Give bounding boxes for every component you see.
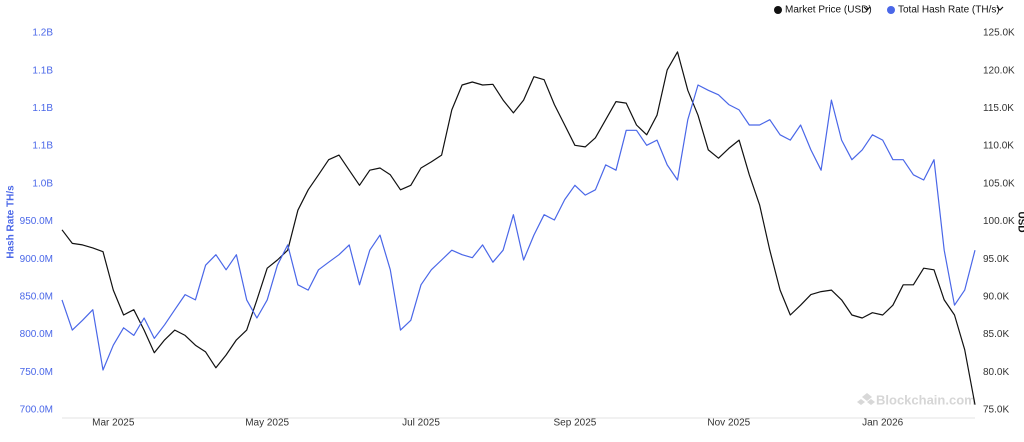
y-tick-label: 750.0M — [20, 367, 53, 378]
y-tick-label: 700.0M — [20, 405, 53, 416]
legend-chevron — [996, 6, 1004, 11]
x-tick-label: Nov 2025 — [707, 418, 750, 429]
y-tick-label: 1.1B — [32, 103, 53, 114]
legend-swatch — [887, 6, 895, 14]
y2-tick-label: 125.0K — [983, 28, 1015, 39]
series-line — [61, 84, 976, 371]
y-tick-label: 850.0M — [20, 292, 53, 303]
x-tick-label: Sep 2025 — [554, 418, 597, 429]
legend: Market Price (USD) Total Hash Rate (TH/s… — [774, 5, 1004, 16]
y2-tick-label: 95.0K — [983, 254, 1009, 265]
y2-tick-label: 115.0K — [983, 103, 1014, 114]
series-line — [61, 51, 976, 405]
legend-chevron — [863, 6, 871, 11]
y2-tick-label: 85.0K — [983, 329, 1009, 340]
x-tick-label: Jul 2025 — [402, 418, 440, 429]
y2-tick-label: 110.0K — [983, 141, 1014, 152]
y-tick-label: 1.2B — [32, 28, 53, 39]
legend-label: Market Price (USD) — [785, 5, 872, 16]
y-tick-label: 800.0M — [20, 329, 53, 340]
y-tick-label: 900.0M — [20, 254, 53, 265]
x-tick-label: Mar 2025 — [92, 418, 135, 429]
watermark-logo — [857, 393, 875, 405]
y2-tick-label: 100.0K — [983, 216, 1015, 227]
x-tick-label: May 2025 — [245, 418, 289, 429]
y-axis-label: Hash Rate TH/s — [6, 185, 17, 259]
legend-swatch — [774, 6, 782, 14]
y2-tick-label: 105.0K — [983, 178, 1015, 189]
watermark-text: Blockchain.com — [876, 392, 976, 407]
y2-tick-label: 75.0K — [983, 405, 1009, 416]
legend-label: Total Hash Rate (TH/s) — [898, 5, 1000, 16]
y2-axis-label: USD — [1015, 211, 1024, 232]
y2-tick-label: 90.0K — [983, 292, 1009, 303]
y-tick-label: 1.1B — [32, 141, 53, 152]
y2-tick-label: 80.0K — [983, 367, 1009, 378]
y-tick-label: 950.0M — [20, 216, 53, 227]
y-tick-label: 1.1B — [32, 65, 53, 76]
y-tick-label: 1.0B — [32, 178, 53, 189]
legend-item[interactable]: Market Price (USD) — [774, 5, 872, 16]
x-tick-label: Jan 2026 — [862, 418, 904, 429]
watermark: Blockchain.com — [857, 392, 976, 407]
legend-item[interactable]: Total Hash Rate (TH/s) — [887, 5, 1004, 16]
y2-tick-label: 120.0K — [983, 65, 1015, 76]
